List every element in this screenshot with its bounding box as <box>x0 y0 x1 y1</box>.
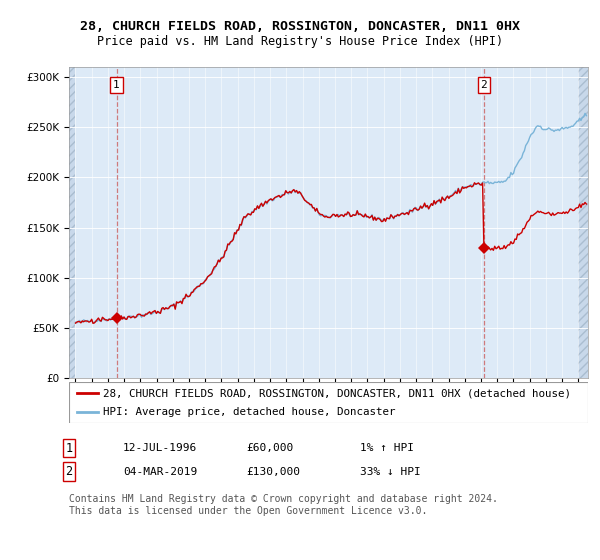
Text: 2: 2 <box>481 80 487 90</box>
Text: 28, CHURCH FIELDS ROAD, ROSSINGTON, DONCASTER, DN11 0HX: 28, CHURCH FIELDS ROAD, ROSSINGTON, DONC… <box>80 20 520 32</box>
Text: Price paid vs. HM Land Registry's House Price Index (HPI): Price paid vs. HM Land Registry's House … <box>97 35 503 48</box>
Text: 04-MAR-2019: 04-MAR-2019 <box>123 466 197 477</box>
Text: 28, CHURCH FIELDS ROAD, ROSSINGTON, DONCASTER, DN11 0HX (detached house): 28, CHURCH FIELDS ROAD, ROSSINGTON, DONC… <box>103 389 571 398</box>
Bar <box>578 67 588 378</box>
Text: £130,000: £130,000 <box>246 466 300 477</box>
Text: 1: 1 <box>113 80 120 90</box>
Text: £60,000: £60,000 <box>246 443 293 453</box>
Text: 1: 1 <box>65 441 73 455</box>
Text: 33% ↓ HPI: 33% ↓ HPI <box>360 466 421 477</box>
Text: Contains HM Land Registry data © Crown copyright and database right 2024.
This d: Contains HM Land Registry data © Crown c… <box>69 494 498 516</box>
Text: 2: 2 <box>65 465 73 478</box>
Bar <box>69 67 76 378</box>
Text: 1% ↑ HPI: 1% ↑ HPI <box>360 443 414 453</box>
Text: HPI: Average price, detached house, Doncaster: HPI: Average price, detached house, Donc… <box>103 407 395 417</box>
Text: 12-JUL-1996: 12-JUL-1996 <box>123 443 197 453</box>
